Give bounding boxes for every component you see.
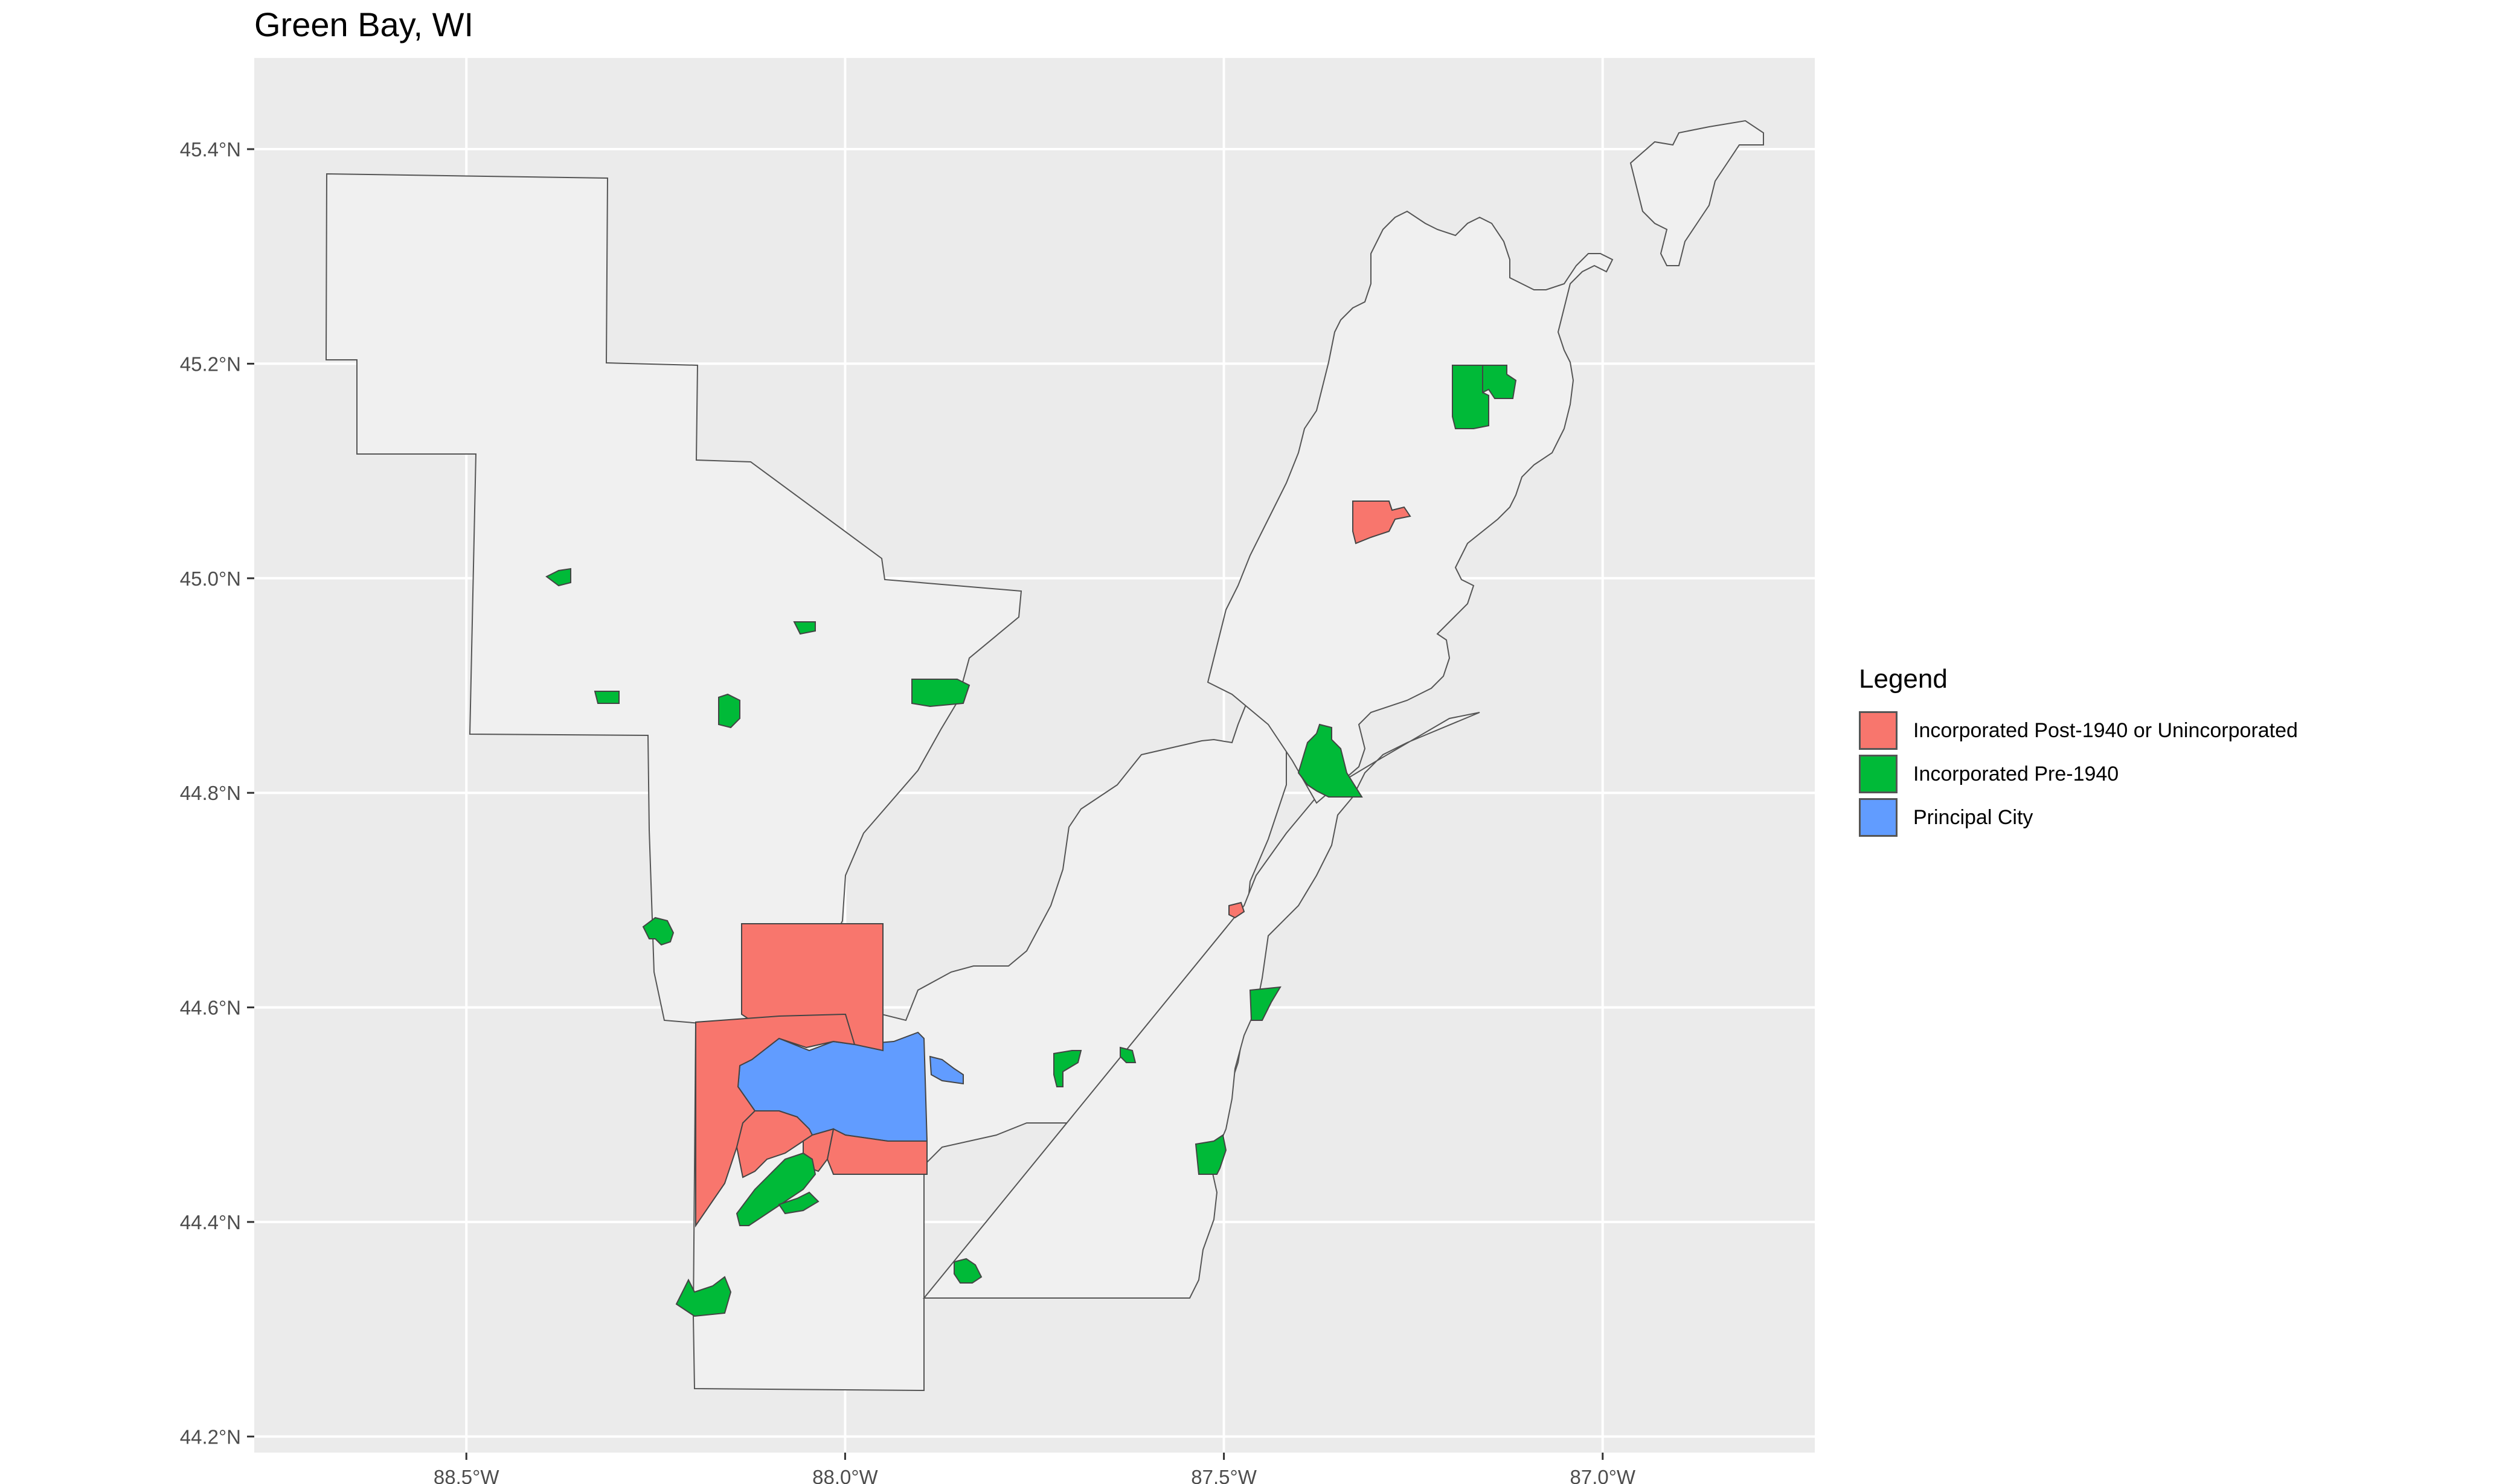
legend-title: Legend — [1859, 664, 1948, 694]
post1940-howard — [695, 1013, 856, 1228]
pre1940-bayshore — [778, 1191, 820, 1215]
y-tick-label: 45.0°N — [180, 568, 241, 590]
places — [545, 365, 1517, 1317]
post1940-forestville-area — [1228, 901, 1245, 919]
post1940-bellevue — [826, 1128, 928, 1175]
county-kewaunee — [922, 712, 1480, 1299]
pre1940-pulaski — [642, 916, 675, 946]
pre1940-ephraim — [1482, 365, 1517, 399]
y-tick-label: 44.4°N — [180, 1211, 241, 1233]
post1940-egg-harbor — [1352, 501, 1411, 545]
pre1940-oconto-falls — [718, 693, 740, 729]
principal-city-de-pere-annex — [929, 1055, 964, 1085]
pre1940-kewaunee — [1195, 1134, 1227, 1175]
pre1940-de-pere — [736, 1152, 816, 1226]
axes: 88.5°W 88.0°W 87.5°W 87.0°W 45.4°N 45.2°N 45.0… — [180, 138, 1636, 1484]
x-tick-label: 88.0°W — [812, 1466, 878, 1484]
pre1940-wrightstown — [675, 1276, 732, 1317]
y-tick-label: 44.8°N — [180, 782, 241, 804]
y-tick-label: 44.2°N — [180, 1425, 241, 1448]
pre1940-casco — [1120, 1046, 1137, 1063]
x-tick-label: 87.5°W — [1191, 1466, 1257, 1484]
pre1940-mountain-area — [545, 568, 571, 587]
legend-item-post1940: Incorporated Post-1940 or Unincorporated — [1859, 709, 2298, 752]
pre1940-oconto — [911, 679, 970, 708]
x-tick-label: 88.5°W — [434, 1466, 499, 1484]
legend: Legend Incorporated Post-1940 or Unincor… — [1859, 664, 2298, 839]
legend-key-principal-city — [1859, 798, 1898, 837]
pre1940-algoma — [1249, 986, 1282, 1021]
legend-item-pre1940: Incorporated Pre-1940 — [1859, 752, 2298, 796]
legend-item-principal-city: Principal City — [1859, 796, 2298, 839]
pre1940-gillett — [594, 691, 620, 704]
y-tick-label: 45.2°N — [180, 353, 241, 375]
county-oconto — [325, 173, 1022, 1028]
legend-label-pre1940: Incorporated Pre-1940 — [1913, 762, 2119, 785]
pre1940-denmark — [954, 1258, 983, 1284]
county-outlines — [325, 120, 1764, 1392]
x-tick-label: 87.0°W — [1570, 1466, 1635, 1484]
pre1940-sturgeon-bay — [1297, 723, 1363, 798]
post1940-ashwaubenon — [736, 1110, 813, 1179]
county-door-island — [1629, 120, 1764, 266]
map-title: Green Bay, WI — [254, 5, 474, 43]
legend-key-pre1940 — [1859, 755, 1898, 793]
pre1940-suring — [793, 621, 816, 635]
pre1940-luxemburg — [1053, 1050, 1082, 1087]
y-tick-label: 44.6°N — [180, 997, 241, 1019]
legend-label-post1940: Incorporated Post-1940 or Unincorporated — [1913, 718, 2298, 742]
y-tick-label: 45.4°N — [180, 138, 241, 161]
legend-key-post1940 — [1859, 711, 1898, 750]
legend-label-principal-city: Principal City — [1913, 805, 2033, 829]
county-door — [1207, 210, 1614, 804]
